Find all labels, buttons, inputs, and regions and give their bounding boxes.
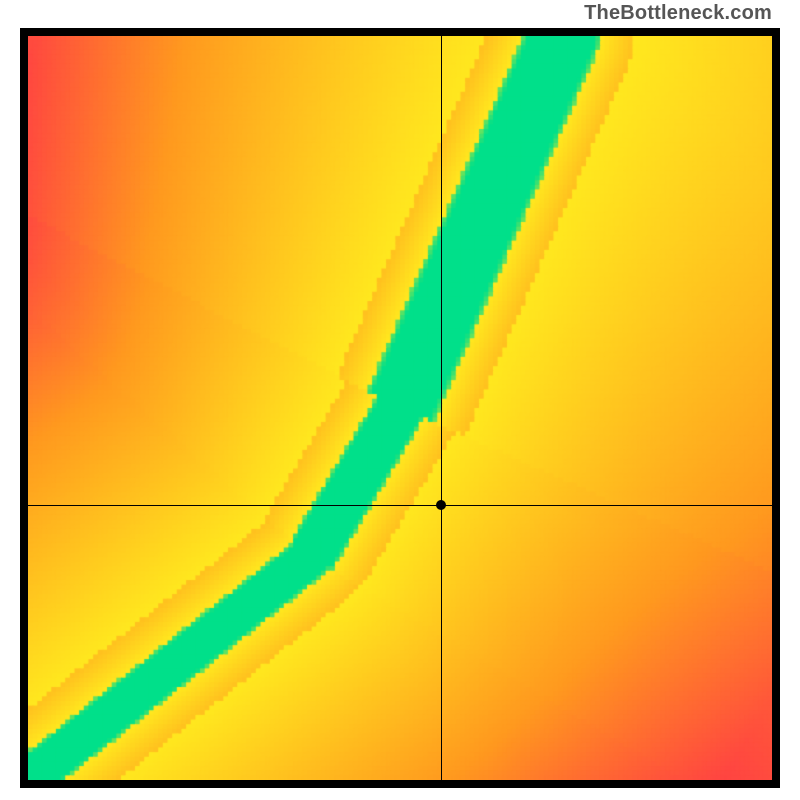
crosshair-marker bbox=[436, 500, 446, 510]
crosshair-vertical bbox=[441, 36, 442, 780]
plot-area bbox=[28, 36, 772, 780]
heatmap-canvas bbox=[28, 36, 772, 780]
plot-border bbox=[20, 28, 780, 788]
chart-container: TheBottleneck.com bbox=[0, 0, 800, 800]
crosshair-horizontal bbox=[28, 505, 772, 506]
watermark-text: TheBottleneck.com bbox=[584, 2, 772, 25]
